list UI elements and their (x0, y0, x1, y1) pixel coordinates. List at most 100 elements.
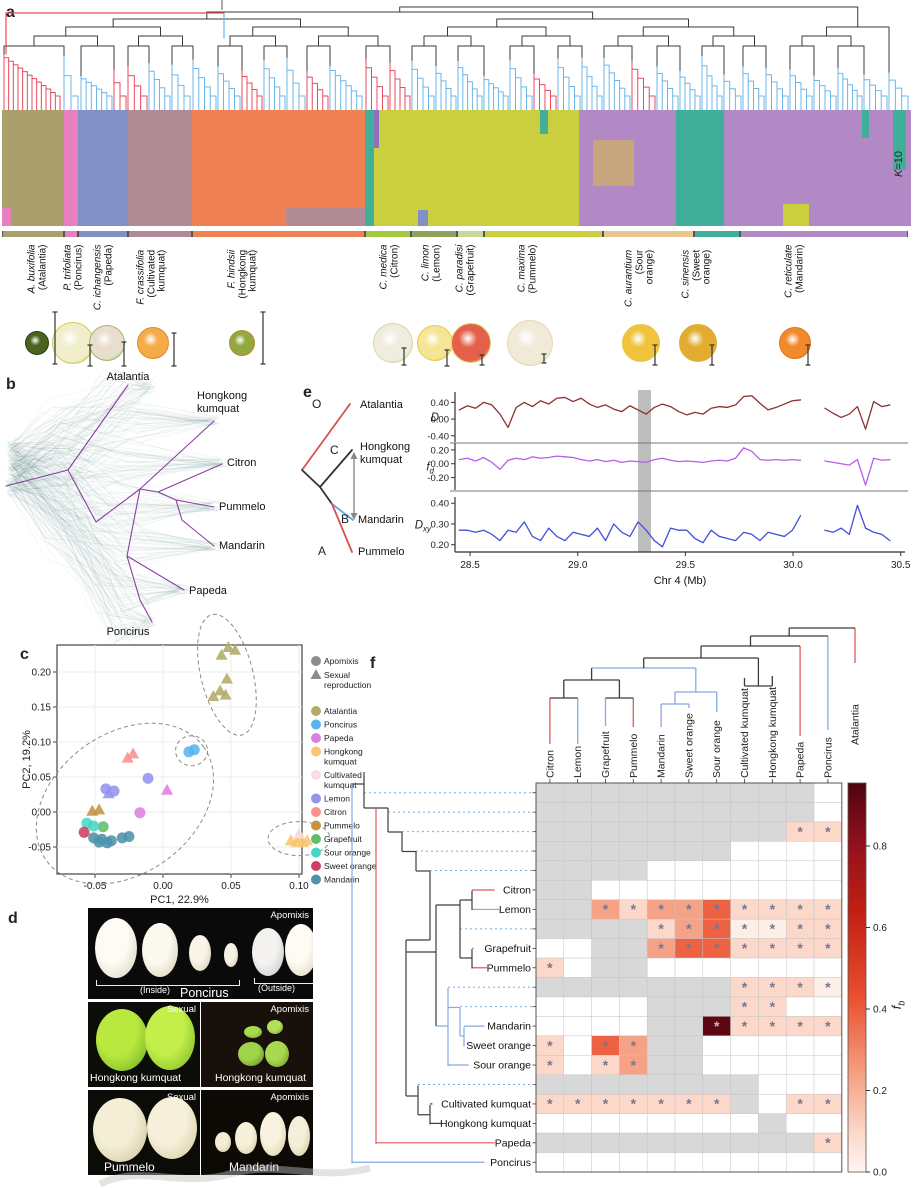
heatmap-column-label: Grapefruit (600, 731, 612, 778)
significance-star: * (603, 1096, 609, 1112)
species-bar-segment (128, 231, 192, 237)
significance-star: * (797, 940, 803, 956)
significance-star: * (797, 1096, 803, 1112)
legend-label: Poncirus (324, 720, 357, 730)
axis-tick-label: 0.20 (431, 445, 450, 456)
admixture-segment (78, 110, 128, 226)
photo-tag: Sexual (166, 1092, 196, 1103)
heatmap-column-label: Pummelo (628, 733, 640, 778)
axis-tick-label: 0.00 (153, 881, 173, 892)
fruit-image (52, 322, 94, 364)
significance-star: * (825, 1135, 831, 1151)
legend-label: Papeda (324, 733, 354, 743)
seed-image (288, 1116, 310, 1156)
significance-star: * (575, 1096, 581, 1112)
seed-image (260, 1112, 286, 1156)
legend-label: kumquat (324, 780, 357, 790)
panel-d-label: d (8, 910, 18, 927)
seed-image (145, 1006, 195, 1070)
axis-tick-label: 0.30 (431, 519, 450, 530)
fruit-image (679, 324, 717, 362)
significance-star: * (797, 823, 803, 839)
x-axis-title: Chr 4 (Mb) (654, 575, 707, 587)
significance-star: * (603, 1037, 609, 1053)
significance-star: * (770, 998, 776, 1014)
admixture-segment (2, 110, 64, 226)
species-bar-segment (694, 231, 740, 237)
seed-image (267, 1020, 283, 1034)
hongkong-kumquat-apomixis-photo: Apomixis Hongkong kumquat (201, 1002, 313, 1087)
admixture-patch (593, 140, 634, 186)
species-bar-segment (411, 231, 457, 237)
panel-d-seed-photos: Apomixis (Inside) (Outside) Poncirus Sexual H… (0, 905, 340, 1180)
significance-star: * (547, 1037, 553, 1053)
significance-star: * (742, 1018, 748, 1034)
x-axis-title: PC1, 22.9% (150, 894, 209, 906)
significance-star: * (770, 901, 776, 917)
legend-label: Sexual (324, 670, 350, 680)
axis-metric-label: fd (426, 462, 434, 476)
fruit-scale-bars (52, 311, 811, 367)
panel-c-pca: -0.05 0.00 0.05 0.10 -0.05 0.00 0.05 0.10 0.15 0.… (21, 613, 377, 906)
species-bar-segment (603, 231, 694, 237)
significance-star: * (825, 1018, 831, 1034)
heatmap-column-label: Mandarin (656, 734, 668, 778)
fruit-image (137, 327, 169, 359)
legend-label: Grapefruit (324, 834, 362, 844)
significance-star: * (742, 921, 748, 937)
significance-star: * (714, 901, 720, 917)
legend-label: Citron (324, 807, 347, 817)
seed-image (238, 1042, 264, 1066)
admixture-segment (192, 110, 365, 226)
heatmap-row-label: Lemon (499, 904, 531, 916)
heatmap-column-label: Papeda (795, 742, 807, 778)
densitree-tip-label: Pummelo (219, 501, 265, 513)
photo-tag: Apomixis (270, 910, 309, 921)
seed-image (142, 923, 178, 977)
heatmap-column-label: Lemon (572, 746, 584, 778)
fruit-image (779, 327, 811, 359)
tree-tip-code: A (318, 544, 326, 558)
axis-tick-label: 28.5 (460, 560, 480, 571)
densitree-tip-label: Hongkong (197, 390, 247, 402)
fruit-image (507, 320, 553, 366)
seed-image (252, 928, 284, 976)
seed-image (265, 1041, 289, 1067)
seed-image (244, 1026, 262, 1038)
admixture-patch (374, 110, 379, 148)
significance-star: * (770, 1018, 776, 1034)
significance-star: * (714, 1018, 720, 1034)
photo-tag: Apomixis (270, 1092, 309, 1103)
mandarin-apomixis-photo: Apomixis Mandarin (201, 1090, 313, 1175)
significance-star: * (797, 921, 803, 937)
seed-image (95, 918, 137, 978)
axis-tick-label: 0.15 (32, 703, 52, 714)
significance-star: * (770, 921, 776, 937)
poncirus-seed-photo: Apomixis (Inside) (Outside) Poncirus (88, 908, 313, 999)
axis-tick-label: 29.5 (676, 560, 696, 571)
significance-star: * (714, 1096, 720, 1112)
colorbar-tick-label: 0.6 (873, 923, 887, 934)
admixture-segment (676, 110, 724, 226)
heatmap-column-label: Atalantia (850, 704, 862, 745)
significance-star: * (658, 901, 664, 917)
significance-star: * (742, 998, 748, 1014)
significance-star: * (825, 1096, 831, 1112)
significance-star: * (770, 979, 776, 995)
axis-tick-label: -0.05 (28, 843, 51, 854)
colorbar-tick-label: 0.8 (873, 842, 887, 853)
species-bar-segment (457, 231, 484, 237)
heatmap-row-label: Citron (503, 884, 531, 896)
axis-tick-label: 0.10 (32, 738, 52, 749)
axis-tick-label: 0.05 (32, 773, 52, 784)
seed-image (215, 1132, 231, 1152)
axis-tick-label: 0.05 (221, 881, 241, 892)
axis-tick-label: -0.40 (427, 431, 449, 442)
photo-caption: Mandarin (229, 1160, 280, 1174)
significance-star: * (797, 1018, 803, 1034)
legend-label: Pummelo (324, 821, 360, 831)
photo-caption: Hongkong kumquat (90, 1072, 182, 1084)
fruit-image (373, 323, 413, 363)
significance-star: * (825, 940, 831, 956)
heatmap-row-label: Sweet orange (466, 1040, 531, 1052)
